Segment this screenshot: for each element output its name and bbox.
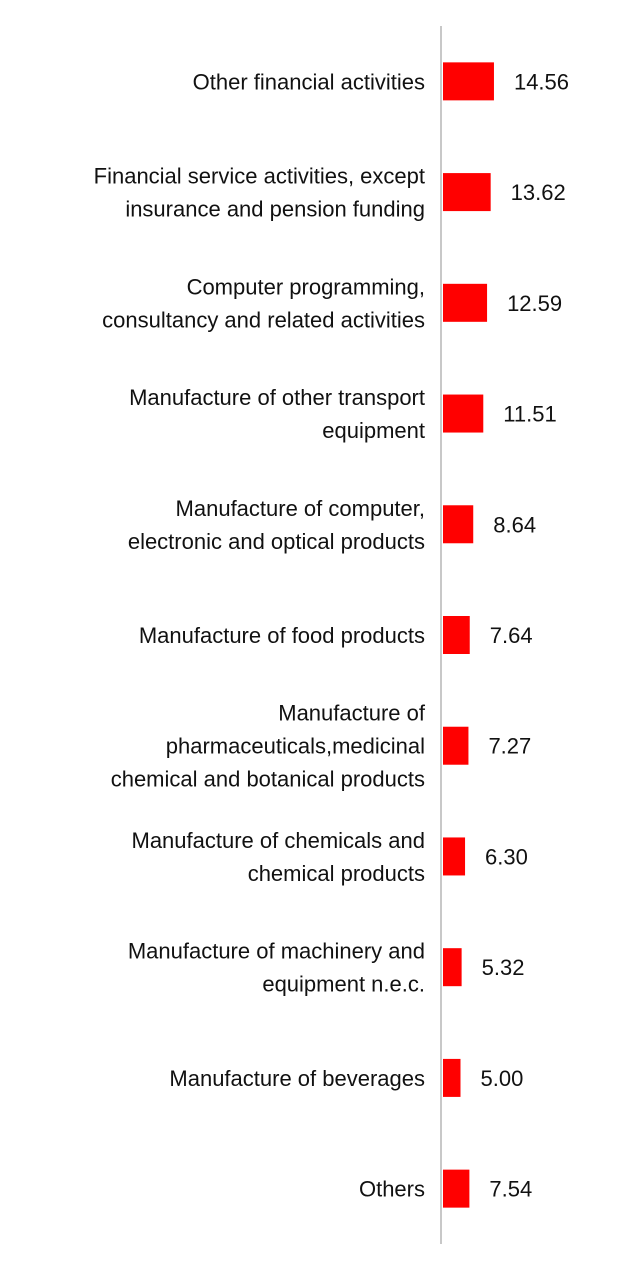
value-label: 5.00 (481, 1066, 524, 1091)
value-label: 7.54 (489, 1177, 532, 1202)
category-label: Other financial activities (193, 69, 425, 94)
bar (443, 1169, 470, 1208)
category-label: Manufacture of other transport (129, 385, 425, 410)
category-label: pharmaceuticals,medicinal (166, 734, 425, 759)
category-label: Manufacture of food products (139, 623, 425, 648)
bar (443, 726, 469, 765)
category-label: equipment (322, 418, 425, 443)
bar (443, 948, 462, 987)
value-label: 6.30 (485, 844, 528, 869)
value-label: 11.51 (503, 402, 556, 427)
category-label: Manufacture of (278, 701, 426, 726)
bar (443, 837, 466, 876)
category-label: electronic and optical products (128, 529, 425, 554)
category-labels-group: Other financial activities Financial serv… (94, 69, 426, 1201)
value-label: 13.62 (511, 180, 566, 205)
value-label: 12.59 (507, 291, 562, 316)
category-label: Manufacture of beverages (169, 1066, 425, 1091)
category-label: Financial service activities, except (94, 164, 425, 189)
value-label: 14.56 (514, 69, 569, 94)
value-label: 8.64 (493, 512, 536, 537)
value-label: 5.32 (482, 955, 525, 980)
category-label: Manufacture of machinery and (128, 939, 425, 964)
bar (443, 1058, 461, 1097)
bar (443, 283, 488, 322)
category-label: chemical products (248, 861, 425, 886)
value-label: 7.27 (488, 734, 531, 759)
value-labels-group: 14.56 13.62 12.59 11.51 8.64 7.64 7.27 6.30 5.32… (481, 69, 570, 1201)
bar (443, 62, 494, 101)
category-label: consultancy and related activities (102, 307, 425, 332)
category-label: insurance and pension funding (125, 197, 425, 222)
category-label: Manufacture of chemicals and (132, 828, 426, 853)
category-label: chemical and botanical products (111, 767, 425, 792)
bar (443, 394, 484, 433)
category-label: Manufacture of computer, (176, 496, 425, 521)
bars-group (443, 62, 494, 1208)
bar (443, 173, 491, 212)
category-label: equipment n.e.c. (262, 972, 425, 997)
category-label: Computer programming, (187, 274, 425, 299)
bar (443, 505, 474, 544)
bar (443, 616, 470, 654)
value-label: 7.64 (490, 623, 533, 648)
category-label: Others (359, 1177, 425, 1202)
